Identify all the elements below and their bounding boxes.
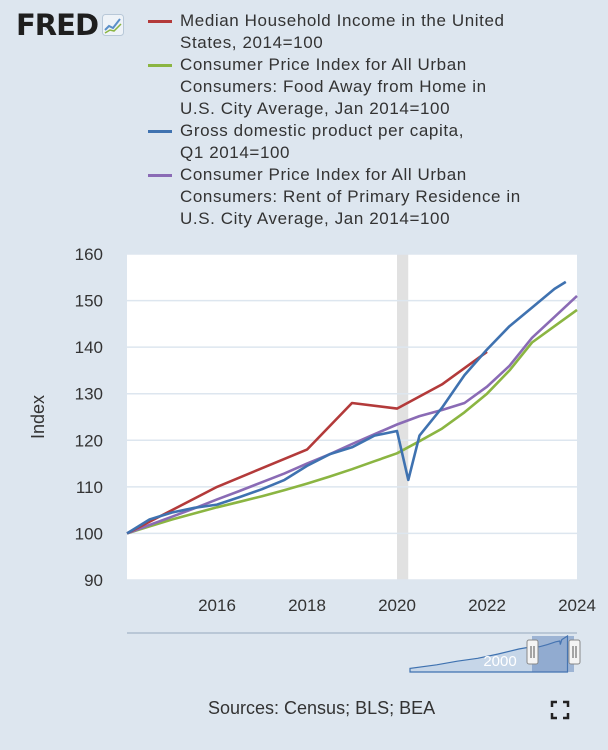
legend-label: Consumer Price Index for All Urban Consu… <box>180 165 521 228</box>
recession-shading <box>397 254 409 580</box>
series-line-median-income <box>126 350 488 535</box>
legend-swatch <box>148 174 172 177</box>
x-tick-label: 2024 <box>558 596 596 615</box>
navigator-handle-right[interactable] <box>568 639 581 665</box>
plot-area <box>127 254 577 580</box>
legend-label: Consumer Price Index for All Urban Consu… <box>180 55 487 118</box>
legend-label: Gross domestic product per capita, Q1 20… <box>180 121 465 162</box>
y-axis-label: Index <box>28 395 48 439</box>
series-line-cpi-rent <box>126 294 578 535</box>
legend-item-gdp-per-capita[interactable]: Gross domestic product per capita, Q1 20… <box>148 120 588 164</box>
y-tick-label: 120 <box>75 431 103 450</box>
chart-legend: Median Household Income in the United St… <box>148 10 588 230</box>
x-tick-label: 2018 <box>288 596 326 615</box>
navigator-tick-label: 2000 <box>483 653 516 670</box>
y-tick-label: 150 <box>75 292 103 311</box>
x-tick-label: 2022 <box>468 596 506 615</box>
y-tick-label: 90 <box>84 571 103 590</box>
legend-item-median-income[interactable]: Median Household Income in the United St… <box>148 10 588 54</box>
legend-swatch <box>148 64 172 67</box>
y-tick-label: 160 <box>75 245 103 264</box>
legend-swatch <box>148 130 172 133</box>
y-tick-label: 110 <box>76 478 103 497</box>
navigator-selection <box>532 636 574 672</box>
y-tick-label: 130 <box>75 385 103 404</box>
fullscreen-icon[interactable] <box>550 700 570 720</box>
fred-logo[interactable]: FRED <box>16 8 125 42</box>
series-line-gdp-per-capita <box>126 280 567 535</box>
y-tick-label: 100 <box>75 524 103 543</box>
series-line-cpi-food-away <box>126 308 578 535</box>
line-chart: 90 100 110 120 130 140 150 160 2016 2018 2020 2022 2… <box>28 245 596 673</box>
navigator-handle-left[interactable] <box>526 639 539 665</box>
chart-icon <box>102 14 125 36</box>
fred-wordmark: FRED <box>16 8 99 42</box>
legend-label: Median Household Income in the United St… <box>180 11 505 52</box>
sources-text: Sources: Census; BLS; BEA <box>208 698 436 718</box>
legend-item-cpi-food-away[interactable]: Consumer Price Index for All Urban Consu… <box>148 54 588 120</box>
x-tick-label: 2016 <box>198 596 236 615</box>
legend-item-cpi-rent[interactable]: Consumer Price Index for All Urban Consu… <box>148 164 588 230</box>
legend-swatch <box>148 20 172 23</box>
y-tick-label: 140 <box>75 338 103 357</box>
x-tick-label: 2020 <box>378 596 416 615</box>
